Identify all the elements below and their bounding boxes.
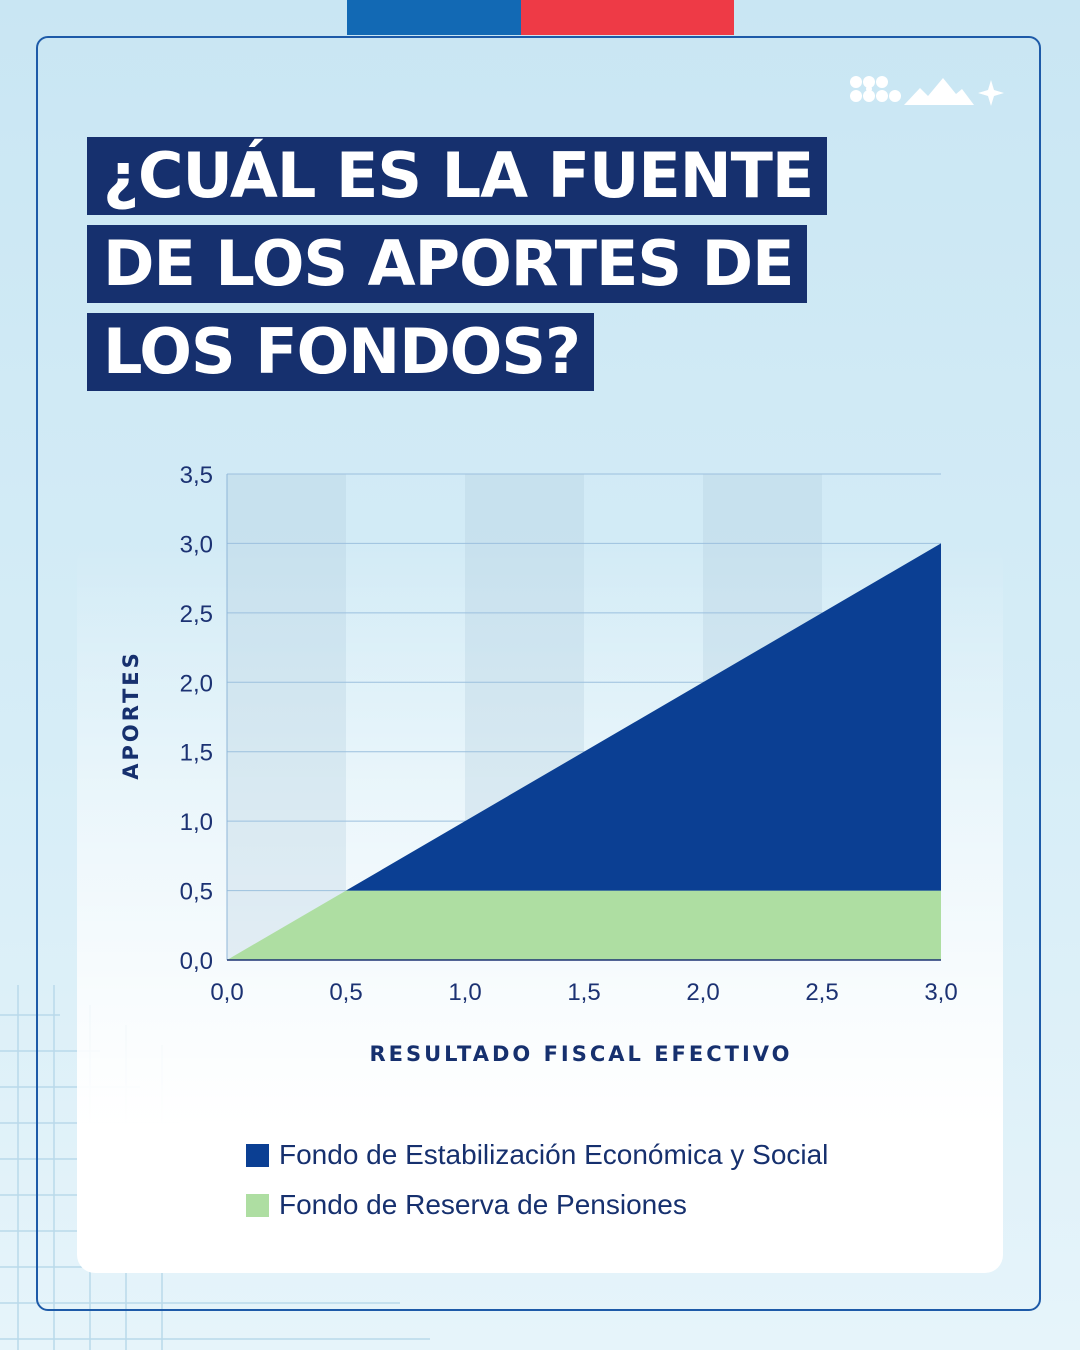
chart-band-0 — [227, 474, 346, 960]
chart-areas — [227, 543, 941, 960]
flag-blue-bar — [347, 0, 521, 35]
x-axis-title: RESULTADO FISCAL EFECTIVO — [369, 1042, 792, 1066]
flag-red-bar — [521, 0, 734, 35]
logo-dots-icon — [850, 76, 901, 102]
x-tick-label: 2,5 — [805, 979, 838, 1006]
y-tick-label: 0,5 — [180, 879, 213, 906]
y-tick-label: 1,5 — [180, 740, 213, 767]
y-tick-label: 0,0 — [180, 948, 213, 975]
y-tick-label: 2,5 — [180, 601, 213, 628]
title-line-1: ¿CUÁL ES LA FUENTE — [87, 137, 828, 215]
x-tick-label: 3,0 — [924, 979, 957, 1006]
x-tick-label: 0,5 — [329, 979, 362, 1006]
star-icon — [978, 80, 1004, 106]
y-tick-label: 3,0 — [180, 531, 213, 558]
content-frame — [36, 36, 1041, 1311]
area-frp — [227, 890, 941, 960]
x-tick-label: 1,5 — [567, 979, 600, 1006]
x-tick-labels: 0,0 0,5 1,0 1,5 2,0 2,5 3,0 — [210, 979, 957, 1006]
x-tick-label: 1,0 — [448, 979, 481, 1006]
legend-swatch-frp — [246, 1193, 269, 1217]
y-tick-label: 2,0 — [180, 670, 213, 697]
legend-item-fees: Fondo de Estabilización Económica y Soci… — [246, 1130, 828, 1180]
chart-legend: Fondo de Estabilización Económica y Soci… — [246, 1130, 828, 1230]
chart-axes — [226, 474, 941, 961]
legend-swatch-fees — [246, 1143, 269, 1167]
mountains-icon — [904, 78, 974, 105]
y-axis-title: APORTES — [119, 650, 143, 780]
y-tick-label: 1,0 — [180, 809, 213, 836]
y-tick-labels: 0,0 0,5 1,0 1,5 2,0 2,5 3,0 3,5 — [180, 462, 213, 975]
legend-label-fees: Fondo de Estabilización Económica y Soci… — [279, 1139, 829, 1170]
legend-label-frp: Fondo de Reserva de Pensiones — [279, 1189, 687, 1220]
brand-logo — [850, 76, 1004, 106]
x-tick-label: 2,0 — [686, 979, 719, 1006]
title-line-3: LOS FONDOS? — [87, 313, 594, 391]
y-tick-label: 3,5 — [180, 462, 213, 489]
x-tick-label: 0,0 — [210, 979, 243, 1006]
legend-item-frp: Fondo de Reserva de Pensiones — [246, 1180, 828, 1230]
area-fees — [227, 543, 941, 960]
title-line-2: DE LOS APORTES DE — [87, 225, 808, 303]
